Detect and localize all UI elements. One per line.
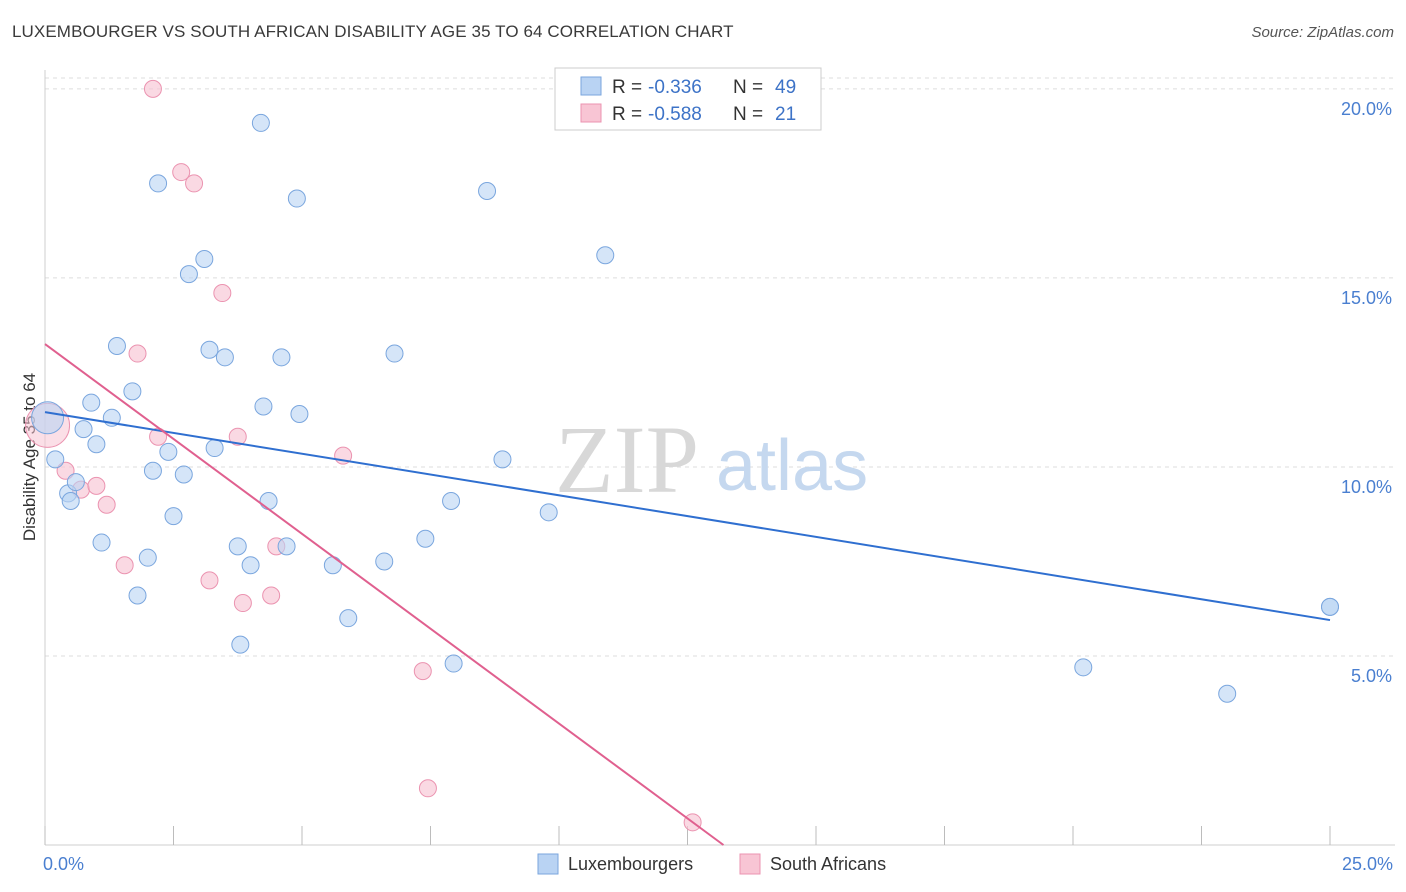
stats-r-value-2: -0.588 xyxy=(648,104,702,125)
south-african-point-15 xyxy=(262,586,281,605)
south-african-point-13 xyxy=(228,427,247,446)
luxembourger-point-3 xyxy=(61,491,80,510)
luxembourgers-points xyxy=(31,113,1339,703)
luxembourger-point-37 xyxy=(385,344,404,363)
trend-lines xyxy=(44,343,1331,846)
luxembourger-point-33 xyxy=(290,405,309,424)
luxembourger-point-46 xyxy=(1218,684,1237,703)
stats-n-label-1: N = xyxy=(733,77,763,98)
south-african-point-6 xyxy=(128,344,147,363)
luxembourger-point-7 xyxy=(87,435,106,454)
stats-box: R = -0.336 N = 49 R = -0.588 N = 21 xyxy=(554,67,822,131)
luxembourger-point-43 xyxy=(539,503,558,522)
luxembourger-point-27 xyxy=(251,113,270,132)
legend: Luxembourgers South Africans xyxy=(537,853,886,875)
south-african-point-14 xyxy=(233,594,252,613)
luxembourger-point-4 xyxy=(66,473,85,492)
south-african-point-11 xyxy=(200,571,219,590)
luxembourger-point-22 xyxy=(205,439,224,458)
luxembourger-point-35 xyxy=(339,609,358,628)
luxembourger-point-12 xyxy=(128,586,147,605)
south-african-point-10 xyxy=(185,174,204,193)
south-african-point-18 xyxy=(413,662,432,681)
luxembourger-point-48 xyxy=(1321,597,1339,616)
x-tick-labels: 0.0% 25.0% xyxy=(43,854,1393,874)
south-african-point-4 xyxy=(97,495,116,514)
luxembourger-point-16 xyxy=(159,442,178,461)
luxembourger-point-40 xyxy=(444,654,463,673)
watermark-atlas: atlas xyxy=(716,426,868,506)
y-tick-label-0: 5.0% xyxy=(1351,666,1392,686)
luxembourger-point-5 xyxy=(74,420,93,439)
stats-n-value-2: 21 xyxy=(775,104,796,125)
y-tick-label-1: 10.0% xyxy=(1341,477,1392,497)
luxembourger-point-26 xyxy=(241,556,260,575)
stats-r-value-1: -0.336 xyxy=(648,77,702,98)
luxembourger-point-17 xyxy=(164,507,183,526)
luxembourger-point-44 xyxy=(596,246,615,265)
luxembourger-point-45 xyxy=(1074,658,1093,677)
luxembourger-point-23 xyxy=(215,348,234,367)
luxembourger-point-0 xyxy=(31,401,65,435)
stats-swatch-south-africans xyxy=(580,103,602,123)
stats-n-value-1: 49 xyxy=(775,77,796,98)
luxembourger-point-25 xyxy=(231,635,250,654)
luxembourger-point-8 xyxy=(92,533,111,552)
luxembourger-point-13 xyxy=(138,548,157,567)
luxembourger-point-28 xyxy=(254,397,273,416)
stats-swatch-luxembourgers xyxy=(580,76,602,96)
south-africans-trend-line xyxy=(44,343,725,846)
y-tick-label-3: 20.0% xyxy=(1341,99,1392,119)
legend-label-south-africans: South Africans xyxy=(770,854,886,874)
legend-swatch-south-africans xyxy=(739,853,761,875)
x-tick-label-1: 25.0% xyxy=(1342,854,1393,874)
luxembourger-point-24 xyxy=(228,537,247,556)
legend-label-luxembourgers: Luxembourgers xyxy=(568,854,693,874)
luxembourger-point-19 xyxy=(179,265,198,284)
luxembourger-point-32 xyxy=(287,189,306,208)
luxembourger-point-39 xyxy=(442,491,461,510)
south-african-point-3 xyxy=(87,476,106,495)
south-african-point-1 xyxy=(56,461,75,480)
luxembourger-point-10 xyxy=(107,336,126,355)
y-axis-label: Disability Age 35 to 64 xyxy=(20,373,39,541)
luxembourger-point-31 xyxy=(277,537,296,556)
x-tick-label-0: 0.0% xyxy=(43,854,84,874)
y-tick-labels: 5.0% 10.0% 15.0% 20.0% xyxy=(1341,99,1392,686)
source-credit: Source: ZipAtlas.com xyxy=(1251,24,1394,41)
luxembourger-point-18 xyxy=(174,465,193,484)
south-african-point-19 xyxy=(418,779,437,798)
luxembourger-point-15 xyxy=(149,174,168,193)
south-african-point-7 xyxy=(143,79,162,98)
chart-title: LUXEMBOURGER VS SOUTH AFRICAN DISABILITY… xyxy=(12,22,734,41)
stats-n-label-2: N = xyxy=(733,104,763,125)
luxembourger-point-21 xyxy=(200,340,219,359)
luxembourger-point-41 xyxy=(478,181,497,200)
luxembourger-point-11 xyxy=(123,382,142,401)
watermark-zip: ZIP xyxy=(555,406,699,513)
luxembourger-point-36 xyxy=(375,552,394,571)
south-african-point-9 xyxy=(172,163,191,182)
luxembourger-point-38 xyxy=(416,529,435,548)
south-african-point-5 xyxy=(115,556,134,575)
y-tick-label-2: 15.0% xyxy=(1341,288,1392,308)
legend-swatch-luxembourgers xyxy=(537,853,559,875)
watermark: ZIP atlas xyxy=(555,406,868,513)
luxembourger-point-1 xyxy=(46,450,65,469)
luxembourger-point-34 xyxy=(323,556,342,575)
luxembourger-point-42 xyxy=(493,450,512,469)
luxembourger-point-30 xyxy=(272,348,291,367)
luxembourgers-trend-line xyxy=(44,411,1331,622)
luxembourger-point-14 xyxy=(143,461,162,480)
south-african-point-12 xyxy=(213,284,232,303)
stats-r-label-2: R = xyxy=(612,104,642,125)
luxembourger-point-6 xyxy=(82,393,101,412)
luxembourger-point-20 xyxy=(195,250,214,269)
stats-r-label-1: R = xyxy=(612,77,642,98)
luxembourger-point-29 xyxy=(259,491,278,510)
